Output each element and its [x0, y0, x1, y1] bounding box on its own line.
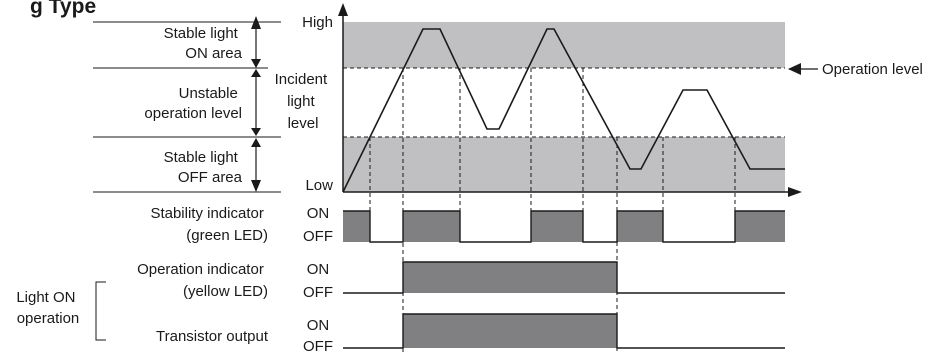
- operation-level-arrowhead: [788, 63, 801, 75]
- title-fragment: g Type: [30, 0, 96, 18]
- transistor-output-label: Transistor output: [156, 328, 269, 345]
- operation-on-label: ON: [307, 261, 330, 278]
- transistor-on-label: ON: [307, 317, 330, 334]
- zone-label-stable-off: Stable light OFF area: [164, 149, 243, 186]
- light-on-operation-bracket: [95, 281, 106, 341]
- stability-pulse: [617, 211, 663, 242]
- stability-indicator-label: Stability indicator (green LED): [150, 205, 268, 244]
- zone-label-stable-on: Stable light ON area: [164, 25, 243, 62]
- light-level-waveform: [342, 28, 785, 193]
- stability-pulse: [403, 211, 460, 242]
- transistor-pulse: [403, 314, 617, 348]
- operation-indicator-label: Operation indicator (yellow LED): [137, 261, 268, 300]
- operation-pulse: [403, 262, 617, 293]
- y-axis-arrowhead: [338, 3, 348, 16]
- transistor-off-label: OFF: [303, 338, 333, 353]
- stability-pulse: [531, 211, 583, 242]
- stable-off-band: [343, 137, 785, 192]
- zone-separators: [93, 21, 281, 193]
- stability-pulse: [735, 211, 785, 242]
- x-axis-arrowhead: [788, 187, 802, 197]
- stability-pulse: [343, 211, 370, 242]
- stability-waveform: [343, 210, 785, 243]
- operation-off-label: OFF: [303, 284, 333, 301]
- axis-high-label: High: [302, 14, 333, 31]
- operation-level-label: Operation level: [822, 61, 923, 78]
- stability-on-label: ON: [307, 205, 330, 222]
- stability-off-label: OFF: [303, 228, 333, 245]
- axis-low-label: Low: [305, 177, 333, 194]
- transistor-waveform: [343, 313, 785, 349]
- stable-on-band: [343, 22, 785, 68]
- zone-span-arrows: [251, 16, 261, 192]
- light-on-operation-label: Light ON operation: [16, 289, 79, 327]
- zone-label-unstable: Unstable operation level: [144, 85, 242, 122]
- operation-waveform: [343, 261, 785, 294]
- axis-ylabel: Incident light level: [275, 71, 332, 132]
